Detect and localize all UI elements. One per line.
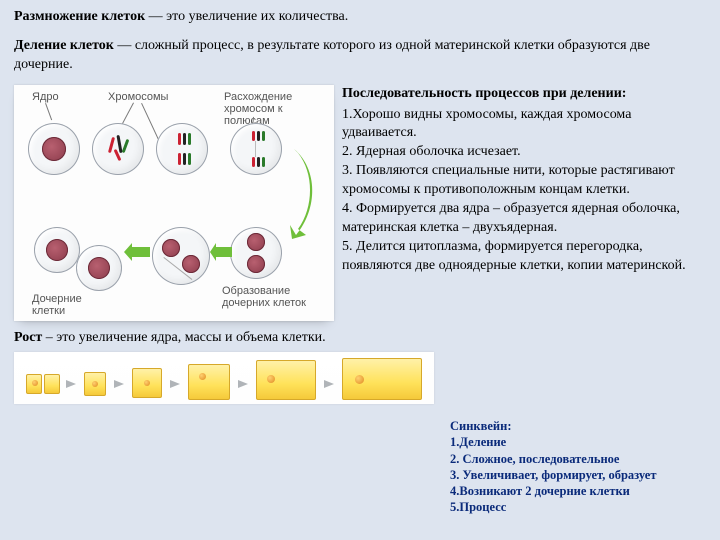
flow-arrow-icon — [290, 149, 320, 239]
arrow-icon — [238, 380, 248, 388]
sequence-item: 3. Появляются специальные нити, которые … — [342, 162, 706, 200]
term-division: Деление клеток — [14, 38, 114, 53]
sinkvein-block: Синквейн: 1.Деление 2. Сложное, последов… — [450, 418, 710, 516]
label-chromosomes: Хромосомы — [108, 91, 168, 103]
sequence-item: 1.Хорошо видны хромосомы, каждая хромосо… — [342, 106, 706, 144]
arrow-icon — [170, 380, 180, 388]
sequence-item: 5. Делится цитоплазма, формируется перег… — [342, 238, 706, 276]
arrow-icon — [66, 380, 76, 388]
sequence-block: Последовательность процессов при делении… — [342, 85, 706, 321]
sinkvein-title: Синквейн: — [450, 418, 710, 434]
growth-diagram — [14, 352, 434, 404]
def-growth: – это увеличение ядра, массы и объема кл… — [42, 330, 325, 345]
paragraph-growth: Рост – это увеличение ядра, массы и объе… — [14, 329, 706, 348]
label-daughter: Дочерние клетки — [32, 293, 102, 317]
mitosis-diagram: Ядро Хромосомы Расхождение хромосом к по… — [14, 85, 334, 321]
label-nucleus: Ядро — [32, 91, 59, 103]
sinkvein-line: 3. Увеличивает, формирует, образует — [450, 467, 710, 483]
sinkvein-line: 1.Деление — [450, 434, 710, 450]
paragraph-division: Деление клеток — сложный процесс, в резу… — [14, 37, 706, 75]
sinkvein-line: 2. Сложное, последовательное — [450, 451, 710, 467]
arrow-icon — [324, 380, 334, 388]
term-growth: Рост — [14, 330, 42, 345]
sequence-item: 2. Ядерная оболочка исчезает. — [342, 143, 706, 162]
paragraph-reproduction: Размножение клеток — это увеличение их к… — [14, 8, 706, 27]
sequence-item: 4. Формируется два ядра – образуется яде… — [342, 200, 706, 238]
arrow-icon — [114, 380, 124, 388]
def-reproduction: — это увеличение их количества. — [145, 9, 348, 24]
label-formation: Образование дочерних клеток — [222, 285, 322, 309]
sinkvein-line: 5.Процесс — [450, 499, 710, 515]
term-reproduction: Размножение клеток — [14, 9, 145, 24]
sequence-title: Последовательность процессов при делении… — [342, 85, 706, 104]
sinkvein-line: 4.Возникают 2 дочерние клетки — [450, 483, 710, 499]
flow-arrow-icon — [210, 243, 232, 261]
flow-arrow-icon — [124, 243, 150, 261]
label-separation: Расхождение хромосом к полюсам — [224, 91, 324, 127]
